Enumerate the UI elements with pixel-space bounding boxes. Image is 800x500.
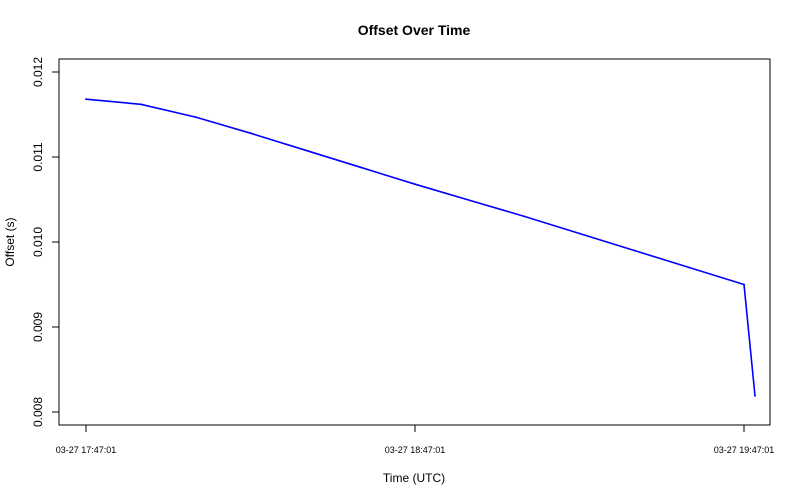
offset-data-point <box>754 395 756 397</box>
offset-data-point <box>414 183 416 186</box>
offset-data-point <box>578 232 581 235</box>
offset-data-point <box>523 215 526 218</box>
y-tick-label: 0.012 <box>31 57 45 87</box>
offset-data-point <box>194 116 197 118</box>
x-tick-label: 03-27 18:47:01 <box>385 445 446 455</box>
offset-data-point <box>249 132 252 135</box>
y-tick-label: 0.009 <box>31 312 45 342</box>
chart-title: Offset Over Time <box>358 22 471 38</box>
offset-data-point <box>743 283 745 286</box>
plot-series <box>85 98 756 397</box>
x-axis: 03-27 17:47:01 03-27 18:47:01 03-27 19:47:… <box>56 425 775 455</box>
y-axis-label: Offset (s) <box>3 217 17 266</box>
x-tick-label: 03-27 19:47:01 <box>714 445 775 455</box>
offset-data-point <box>139 103 142 106</box>
x-axis-label: Time (UTC) <box>383 471 445 485</box>
y-tick-label: 0.010 <box>31 227 45 257</box>
offset-data-point <box>688 266 691 269</box>
offset-data-point <box>304 149 307 152</box>
offset-data-point <box>85 98 87 101</box>
x-tick-label: 03-27 17:47:01 <box>56 445 117 455</box>
offset-data-point <box>468 199 471 202</box>
y-tick-label: 0.011 <box>31 142 45 171</box>
offset-data-point <box>633 249 636 252</box>
offset-series-line <box>85 98 756 396</box>
offset-data-point <box>359 166 362 169</box>
plot-frame <box>58 58 771 426</box>
y-axis: 0.008 0.009 0.010 0.011 0.012 <box>31 57 59 427</box>
y-tick-label: 0.008 <box>31 397 45 427</box>
